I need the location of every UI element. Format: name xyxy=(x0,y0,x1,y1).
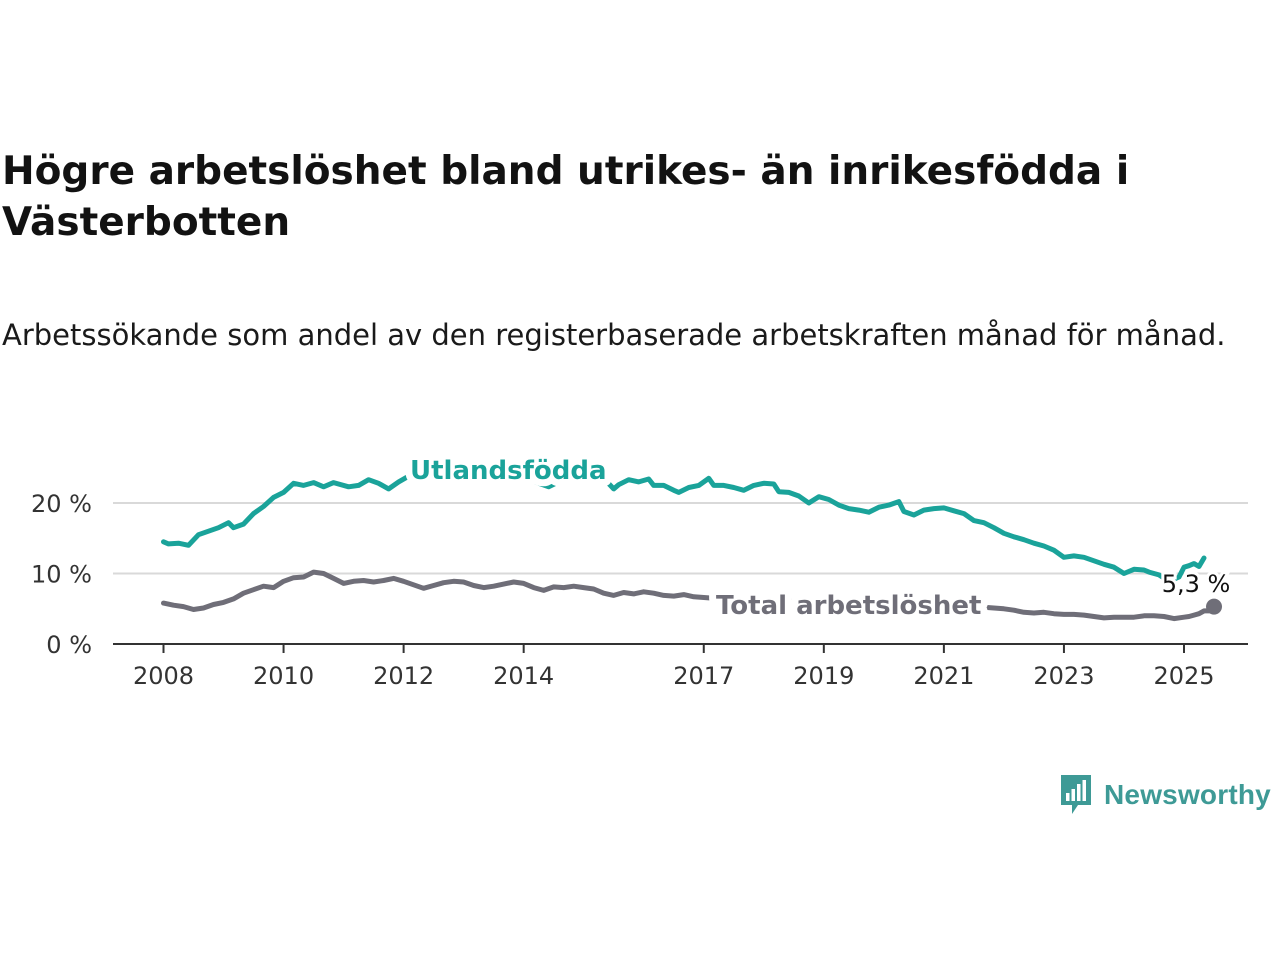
last-value-marker xyxy=(1206,598,1223,615)
x-tick-label: 2025 xyxy=(1153,662,1214,690)
x-tick-label: 2019 xyxy=(793,662,854,690)
x-axis xyxy=(113,643,1248,653)
x-tick-label: 2023 xyxy=(1033,662,1094,690)
series-layer xyxy=(161,466,1217,622)
y-tick-label: 20 % xyxy=(31,490,92,518)
y-tick-label: 10 % xyxy=(31,561,92,589)
grid-layer xyxy=(113,502,1248,575)
series-line-total xyxy=(161,569,1217,622)
newsworthy-logo: Newsworthy xyxy=(1058,772,1271,818)
series-label-utlandsfodda: Utlandsfödda xyxy=(410,456,607,486)
chart-title: Högre arbetslöshet bland utrikes- än inr… xyxy=(2,149,1130,245)
series-line-utlandsfodda xyxy=(161,466,1207,584)
series-label-total: Total arbetslöshet xyxy=(716,591,981,621)
last-value-label: 5,3 % xyxy=(1162,570,1231,598)
x-tick-label: 2010 xyxy=(253,662,314,690)
x-tick-label: 2008 xyxy=(133,662,194,690)
y-tick-label: 0 % xyxy=(46,631,92,659)
chart-subtitle: Arbetssökande som andel av den registerb… xyxy=(2,318,1226,352)
label-layer: 0 % 10 % 20 % 2008 2010 2012 2014 2017 2019 2021 2… xyxy=(31,449,1233,690)
newsworthy-bar-chart-icon xyxy=(1061,775,1091,814)
x-tick-label: 2021 xyxy=(913,662,974,690)
x-tick-label: 2012 xyxy=(373,662,434,690)
brand-name: Newsworthy xyxy=(1104,779,1271,810)
x-tick-label: 2014 xyxy=(493,662,554,690)
x-tick-label: 2017 xyxy=(673,662,734,690)
